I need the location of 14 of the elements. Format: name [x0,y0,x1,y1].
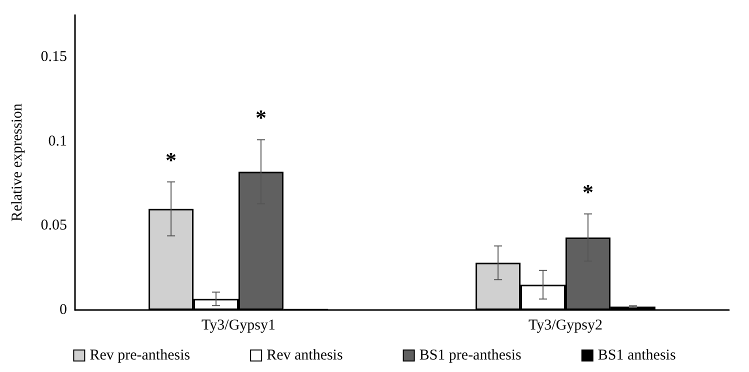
legend-label: BS1 pre-anthesis [419,348,522,364]
data-label: * [166,147,177,172]
y-tick-label: 0.05 [40,218,67,234]
data-label: * [582,179,594,204]
data-label: * [255,105,266,130]
x-tick-label: Ty3/Gypsy1 [202,318,276,334]
y-tick-label: 0.1 [48,133,67,150]
y-axis-title: Relative expression [10,103,26,222]
legend-label: Rev pre-anthesis [90,348,190,364]
legend-label: BS1 anthesis [598,348,676,364]
legend-label: Rev anthesis [266,348,343,364]
x-tick-label: Ty3/Gypsy2 [528,318,602,334]
y-tick-label: 0.15 [40,49,67,66]
y-tick-label: 0 [60,302,67,318]
